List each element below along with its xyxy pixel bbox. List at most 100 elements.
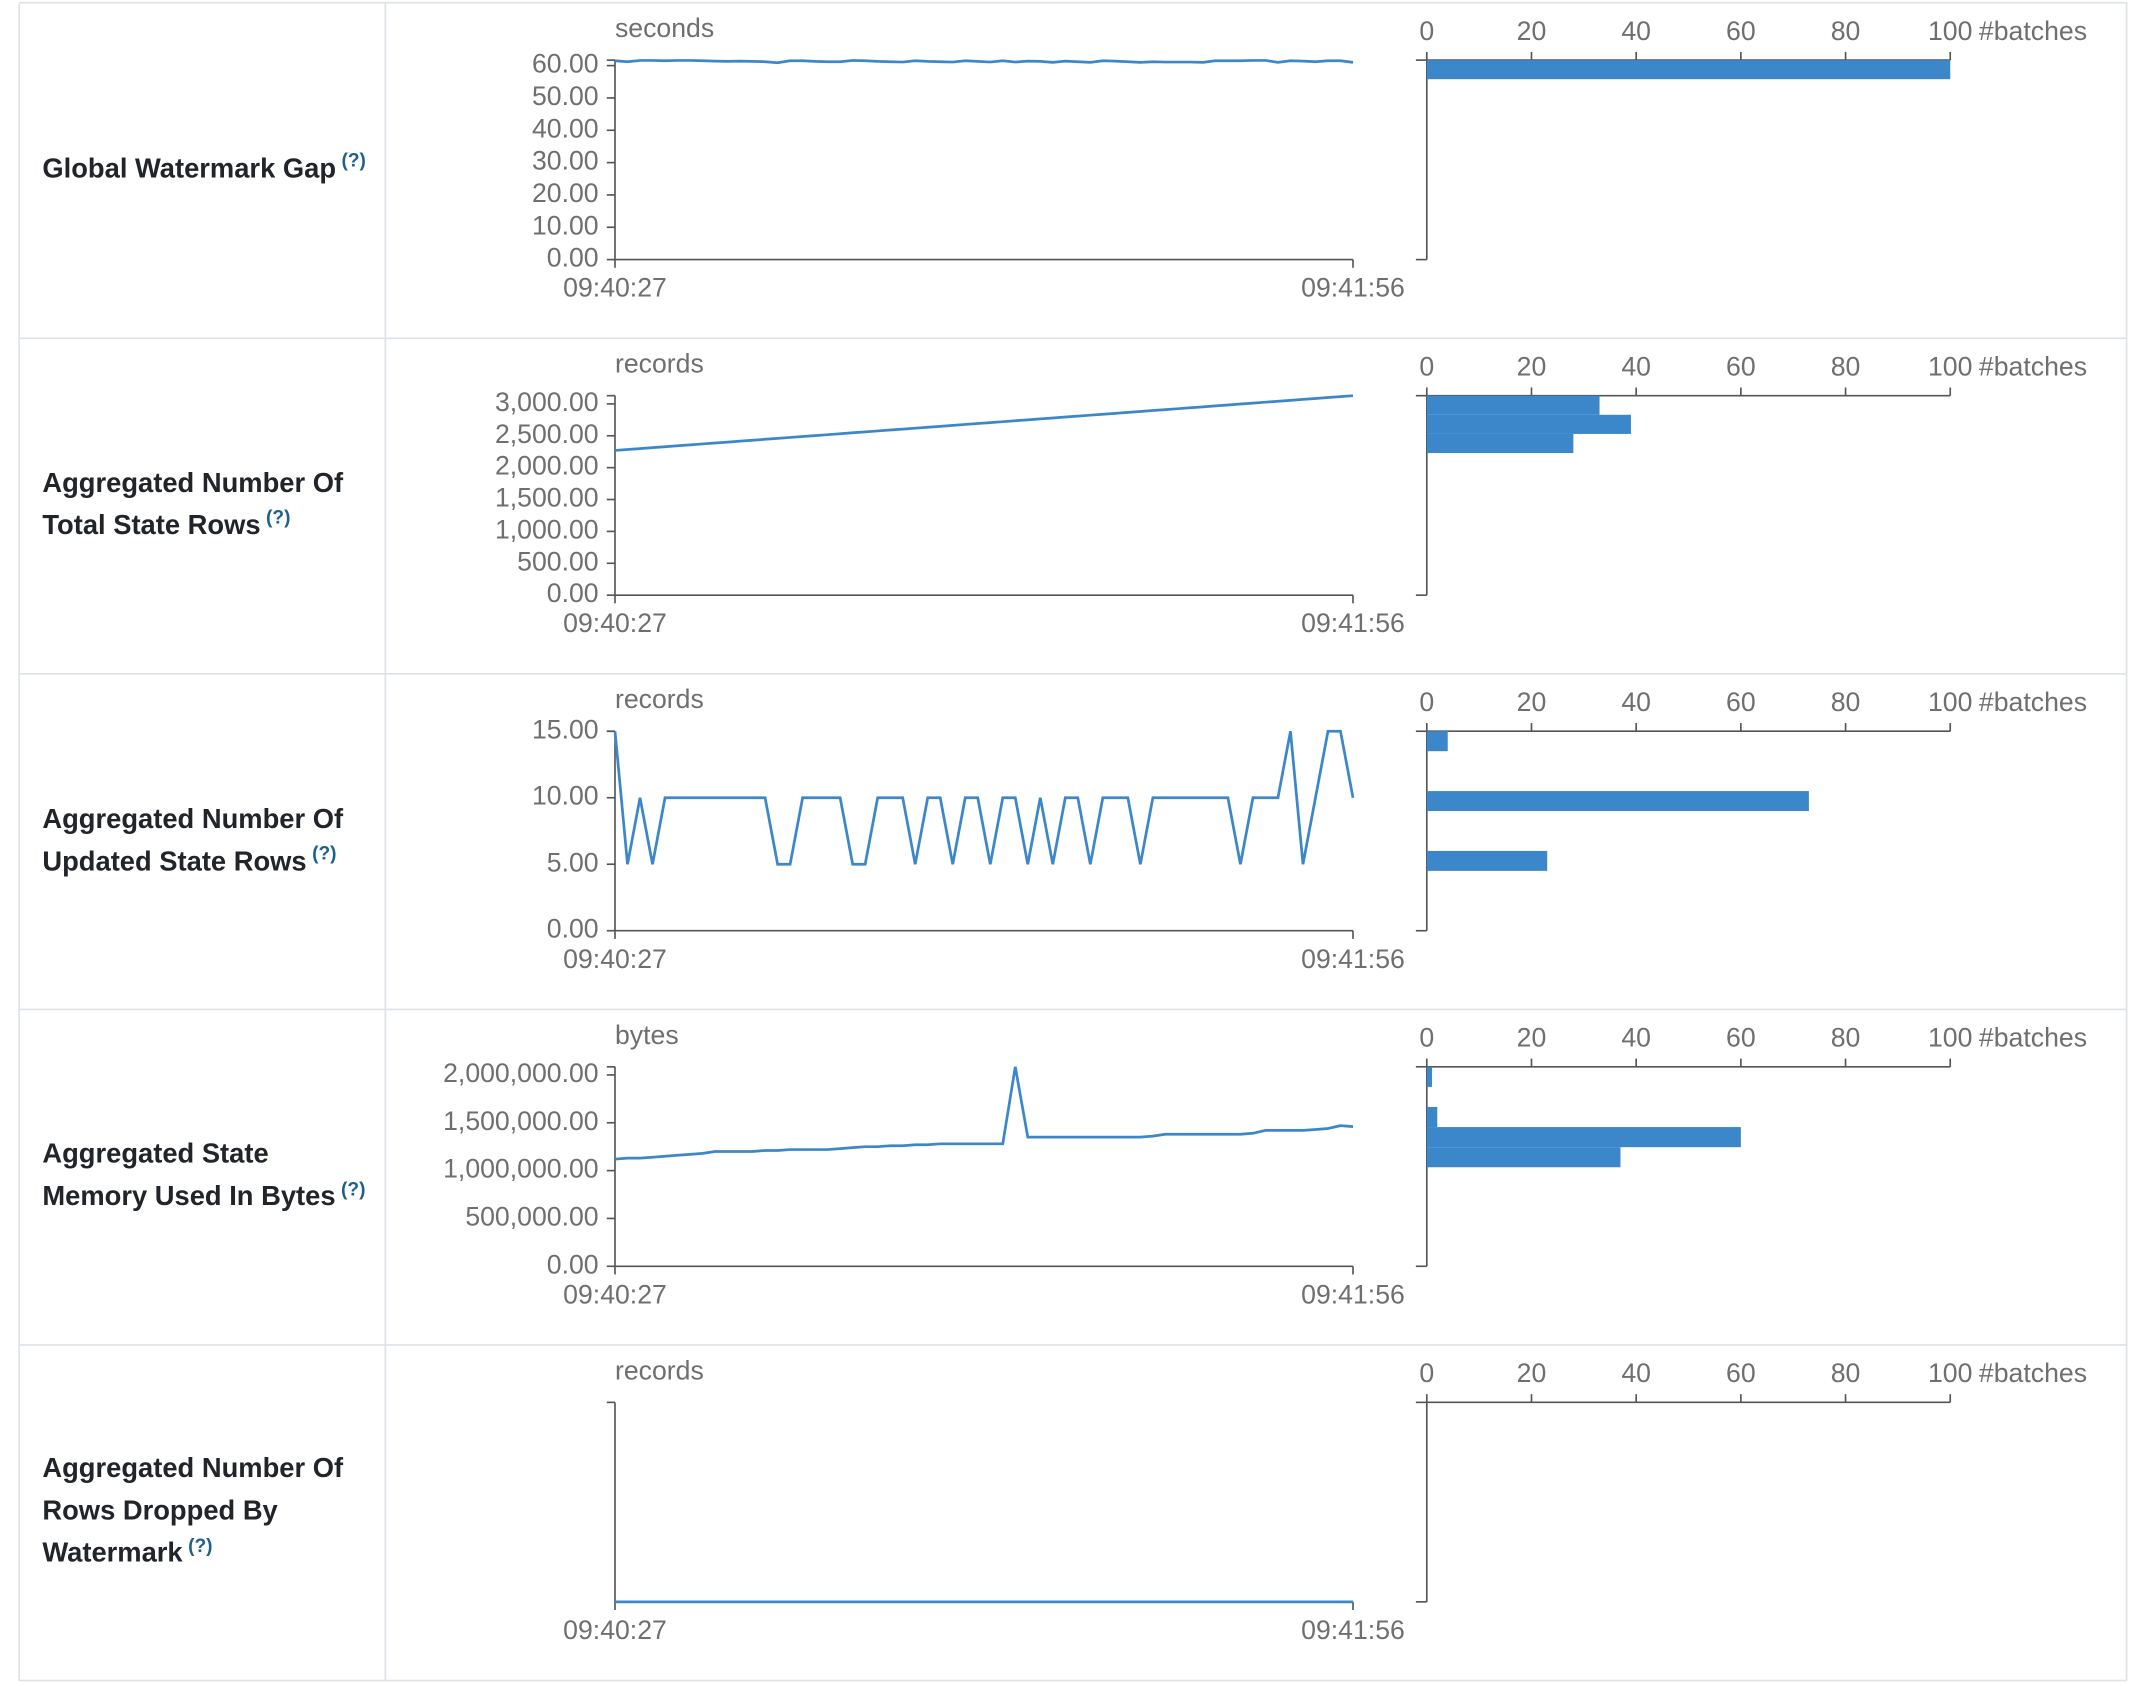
x-tick-label: 60: [1726, 16, 1756, 46]
y-axis-unit: records: [615, 684, 704, 714]
x-tick-label: 09:41:56: [1301, 608, 1405, 638]
row-label-text: Aggregated Number Of Rows Dropped By Wat…: [42, 1449, 370, 1576]
x-tick-label: 40: [1621, 1358, 1651, 1388]
histogram-bar: [1426, 395, 1600, 415]
histogram-bar: [1426, 60, 1951, 80]
y-tick-label: 15.00: [532, 714, 599, 744]
y-tick-label: 2,500.00: [495, 419, 599, 449]
x-tick-label: 100: [1928, 351, 1972, 381]
histogram-bar: [1426, 1147, 1621, 1168]
x-tick-label: 40: [1621, 351, 1651, 381]
x-tick-label: 100: [1928, 687, 1972, 717]
y-tick-label: 5.00: [547, 847, 599, 877]
y-tick-label: 3,000.00: [495, 387, 599, 417]
y-tick-label: 10.00: [532, 781, 599, 811]
histogram-bar: [1426, 433, 1574, 454]
x-tick-label: 80: [1831, 1023, 1861, 1053]
series-line: [614, 394, 1354, 452]
x-tick-label: 60: [1726, 351, 1756, 381]
row-label-text: Global Watermark Gap (?): [42, 149, 366, 191]
y-tick-label: 50.00: [532, 81, 599, 111]
y-tick-label: 40.00: [532, 113, 599, 143]
x-tick-label: 09:40:27: [563, 273, 667, 303]
histogram-bar: [1426, 850, 1548, 871]
help-link[interactable]: (?): [266, 506, 291, 528]
x-tick-label: 20: [1517, 1023, 1547, 1053]
histogram-bar: [1426, 414, 1631, 434]
series-line: [614, 59, 1354, 65]
y-tick-label: 0.00: [547, 1249, 599, 1279]
x-tick-label: 09:40:27: [563, 608, 667, 638]
x-tick-label: 60: [1726, 1358, 1756, 1388]
x-tick-label: 80: [1831, 687, 1861, 717]
help-link[interactable]: (?): [341, 1177, 366, 1200]
histogram-bar: [1426, 1106, 1438, 1128]
series-line: [614, 1066, 1354, 1161]
x-tick-label: 40: [1621, 1023, 1651, 1053]
y-tick-label: 20.00: [532, 178, 599, 208]
x-tick-label: 09:40:27: [563, 944, 667, 974]
metric-title: Aggregated State Memory Used In Bytes: [42, 1139, 336, 1213]
help-link[interactable]: (?): [312, 841, 337, 864]
y-tick-label: 60.00: [532, 49, 599, 79]
row-label: Aggregated State Memory Used In Bytes (?): [42, 1009, 370, 1344]
help-link[interactable]: (?): [341, 149, 366, 172]
x-tick-label: 60: [1726, 1023, 1756, 1053]
x-tick-label: 0: [1419, 16, 1434, 46]
y-tick-label: 0.00: [547, 578, 599, 608]
x-tick-label: 09:41:56: [1301, 1615, 1405, 1645]
y-tick-label: 1,500.00: [495, 483, 599, 513]
y-axis-unit: bytes: [615, 1020, 679, 1050]
metric-title: Aggregated Number Of Updated State Rows: [42, 804, 344, 877]
row-label-text: Aggregated State Memory Used In Bytes (?): [42, 1134, 370, 1219]
x-axis-unit: #batches: [1979, 687, 2087, 717]
row-label: Global Watermark Gap (?): [42, 3, 370, 338]
x-axis-unit: #batches: [1979, 1358, 2087, 1388]
x-tick-label: 40: [1621, 16, 1651, 46]
x-axis-unit: #batches: [1979, 1023, 2087, 1053]
x-tick-label: 09:40:27: [563, 1615, 667, 1645]
histogram-bar: [1426, 731, 1448, 752]
x-tick-label: 20: [1517, 16, 1547, 46]
y-tick-label: 500,000.00: [465, 1201, 598, 1231]
y-tick-label: 1,500,000.00: [443, 1106, 598, 1136]
y-axis-unit: records: [615, 1355, 704, 1385]
x-tick-label: 80: [1831, 351, 1861, 381]
x-tick-label: 80: [1831, 1358, 1861, 1388]
x-tick-label: 09:40:27: [563, 1279, 667, 1309]
row-label: Aggregated Number Of Rows Dropped By Wat…: [42, 1345, 370, 1680]
x-tick-label: 40: [1621, 687, 1651, 717]
y-tick-label: 1,000.00: [495, 514, 599, 544]
x-tick-label: 100: [1928, 1358, 1972, 1388]
y-tick-label: 0.00: [547, 243, 599, 273]
x-axis-unit: #batches: [1979, 351, 2087, 381]
histogram-bar: [1426, 1127, 1741, 1148]
series-line: [613, 729, 1355, 866]
metric-title: Global Watermark Gap: [42, 154, 337, 185]
x-tick-label: 09:41:56: [1301, 1279, 1405, 1309]
x-tick-label: 09:41:56: [1301, 273, 1405, 303]
x-tick-label: 0: [1419, 1023, 1434, 1053]
y-tick-label: 2,000.00: [495, 451, 599, 481]
x-tick-label: 0: [1419, 687, 1434, 717]
row-label: Aggregated Number Of Total State Rows (?): [42, 338, 370, 673]
x-tick-label: 100: [1928, 16, 1972, 46]
x-tick-label: 20: [1517, 1358, 1547, 1388]
row-label: Aggregated Number Of Updated State Rows(…: [42, 674, 370, 1009]
histogram-bar: [1426, 791, 1809, 812]
metric-title: Aggregated Number Of Rows Dropped By Wat…: [42, 1454, 344, 1570]
x-tick-label: 60: [1726, 687, 1756, 717]
row-label-text: Aggregated Number Of Total State Rows (?): [42, 463, 370, 548]
y-tick-label: 0.00: [547, 914, 599, 944]
x-tick-label: 80: [1831, 16, 1861, 46]
y-axis-unit: records: [615, 349, 704, 379]
histogram-bar: [1426, 1066, 1433, 1087]
y-tick-label: 1,000,000.00: [443, 1154, 598, 1184]
row-label-text: Aggregated Number Of Updated State Rows(…: [42, 799, 370, 884]
x-tick-label: 20: [1517, 351, 1547, 381]
x-tick-label: 0: [1419, 351, 1434, 381]
help-link[interactable]: (?): [188, 1533, 213, 1556]
